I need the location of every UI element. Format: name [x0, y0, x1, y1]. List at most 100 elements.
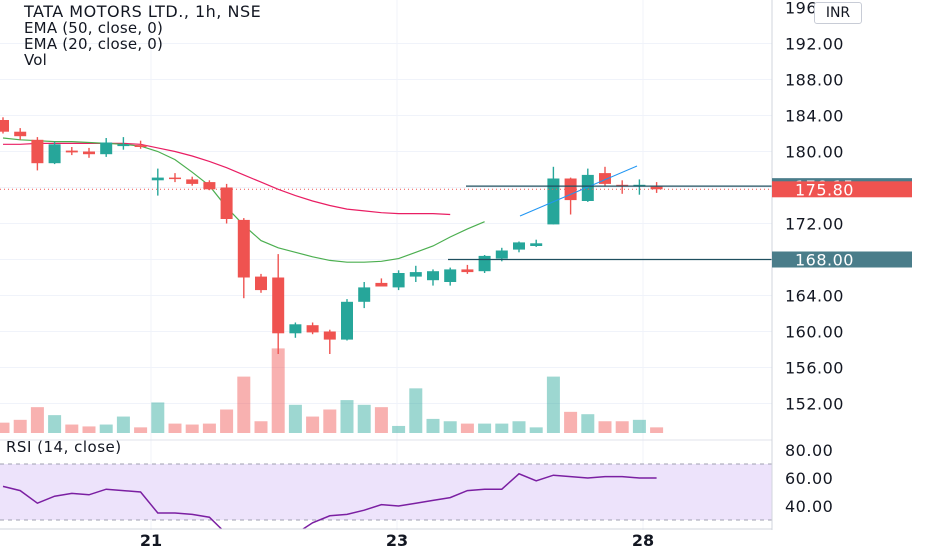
- y-tick-label: 156.00: [785, 359, 844, 378]
- volume-bar: [392, 425, 406, 433]
- volume-bar: [116, 416, 130, 433]
- candle-body: [306, 325, 319, 333]
- rsi-tick-label: 60.00: [785, 469, 833, 488]
- volume-bar: [220, 409, 234, 433]
- rsi-line: [2, 472, 657, 529]
- candle-body: [31, 139, 44, 164]
- legend-title[interactable]: TATA MOTORS LTD., 1h, NSE: [24, 2, 262, 21]
- rsi-tick-label: 40.00: [785, 497, 833, 516]
- candle-body: [341, 301, 353, 340]
- y-tick-label: 160.00: [785, 323, 844, 342]
- volume-bar: [271, 348, 285, 433]
- price-label: 168.00: [795, 251, 854, 270]
- volume-bar: [581, 414, 595, 433]
- volume-bar: [495, 423, 509, 433]
- volume-bar: [48, 415, 62, 433]
- legend-vol[interactable]: Vol: [24, 51, 48, 69]
- volume-bar: [478, 423, 492, 433]
- candle-body: [14, 131, 27, 137]
- candle-body: [581, 174, 594, 201]
- volume-bar: [512, 421, 526, 433]
- y-tick-label: 172.00: [785, 215, 844, 234]
- volume-bar: [529, 427, 543, 433]
- volume-bar: [13, 419, 27, 433]
- candle-body: [513, 242, 525, 250]
- volume-bar: [426, 418, 440, 433]
- volume-bar: [650, 427, 664, 433]
- volume-bar: [202, 423, 216, 433]
- x-tick-label: 23: [386, 531, 408, 550]
- y-tick-label: 152.00: [785, 395, 844, 414]
- candle-body: [409, 272, 422, 277]
- candle-body: [186, 179, 199, 184]
- x-tick-label: 21: [140, 531, 162, 550]
- candle-body: [358, 287, 371, 302]
- candle-body: [289, 324, 302, 334]
- candle-body: [255, 276, 267, 291]
- candle-body: [237, 219, 250, 278]
- candle-body: [117, 144, 130, 147]
- currency-button[interactable]: INR: [814, 2, 862, 24]
- candle-body: [151, 177, 164, 181]
- price-label: 175.80: [795, 180, 854, 199]
- candle-body: [599, 173, 611, 184]
- y-tick-label: 192.00: [785, 35, 844, 54]
- volume-bar: [632, 419, 646, 433]
- volume-bar: [460, 423, 474, 433]
- legend: TATA MOTORS LTD., 1h, NSE EMA (50, close…: [24, 2, 262, 69]
- candle-body: [48, 144, 61, 164]
- volume-bar: [185, 424, 199, 433]
- candle-body: [203, 182, 216, 190]
- y-tick-label: 164.00: [785, 287, 844, 306]
- y-tick-label: 180.00: [785, 143, 844, 162]
- candle-body: [134, 145, 147, 147]
- candle-body: [564, 178, 577, 201]
- candle-body: [461, 269, 474, 273]
- volume-bar: [374, 407, 388, 433]
- rsi-band: [0, 464, 772, 520]
- candle-body: [375, 282, 388, 287]
- volume-bar: [151, 402, 165, 433]
- x-tick-label: 28: [632, 531, 654, 550]
- candle-body: [495, 250, 508, 259]
- price-label-bg: [772, 181, 912, 198]
- candle-body: [83, 151, 95, 155]
- legend-ema20[interactable]: EMA (20, close, 0): [24, 35, 164, 53]
- legend-ema50[interactable]: EMA (50, close, 0): [24, 19, 164, 37]
- volume-bar: [443, 421, 457, 433]
- volume-bar: [168, 423, 182, 433]
- candle-body: [169, 177, 181, 180]
- volume-bar: [0, 422, 10, 433]
- candle-body: [650, 186, 663, 190]
- volume-bar: [546, 376, 560, 433]
- candle-body: [100, 142, 113, 155]
- candle-body: [220, 187, 233, 219]
- y-tick-label: 188.00: [785, 71, 844, 90]
- volume-bar: [306, 416, 320, 433]
- volume-bar: [65, 424, 79, 433]
- rsi-tick-label: 80.00: [785, 441, 833, 460]
- trend-line: [519, 165, 638, 217]
- volume-bar: [323, 409, 337, 433]
- price-label-bg: [772, 251, 912, 268]
- candle-body: [444, 269, 457, 282]
- candle-body: [272, 277, 285, 334]
- volume-bar: [99, 424, 113, 433]
- volume-bar: [409, 388, 423, 433]
- candle-body: [65, 150, 78, 153]
- volume-bar: [598, 421, 612, 433]
- volume-bar: [82, 426, 96, 433]
- candle-body: [478, 255, 491, 272]
- rsi-legend[interactable]: RSI (14, close): [6, 438, 122, 456]
- candle-body: [392, 273, 405, 288]
- volume-bar: [30, 407, 44, 433]
- candle-body: [0, 120, 9, 132]
- volume-bar: [357, 404, 371, 433]
- candle-body: [530, 243, 543, 246]
- volume-bar: [237, 376, 251, 433]
- volume-bar: [254, 421, 268, 433]
- volume-bar: [134, 427, 148, 433]
- y-tick-label: 184.00: [785, 107, 844, 126]
- volume-bar: [288, 404, 302, 433]
